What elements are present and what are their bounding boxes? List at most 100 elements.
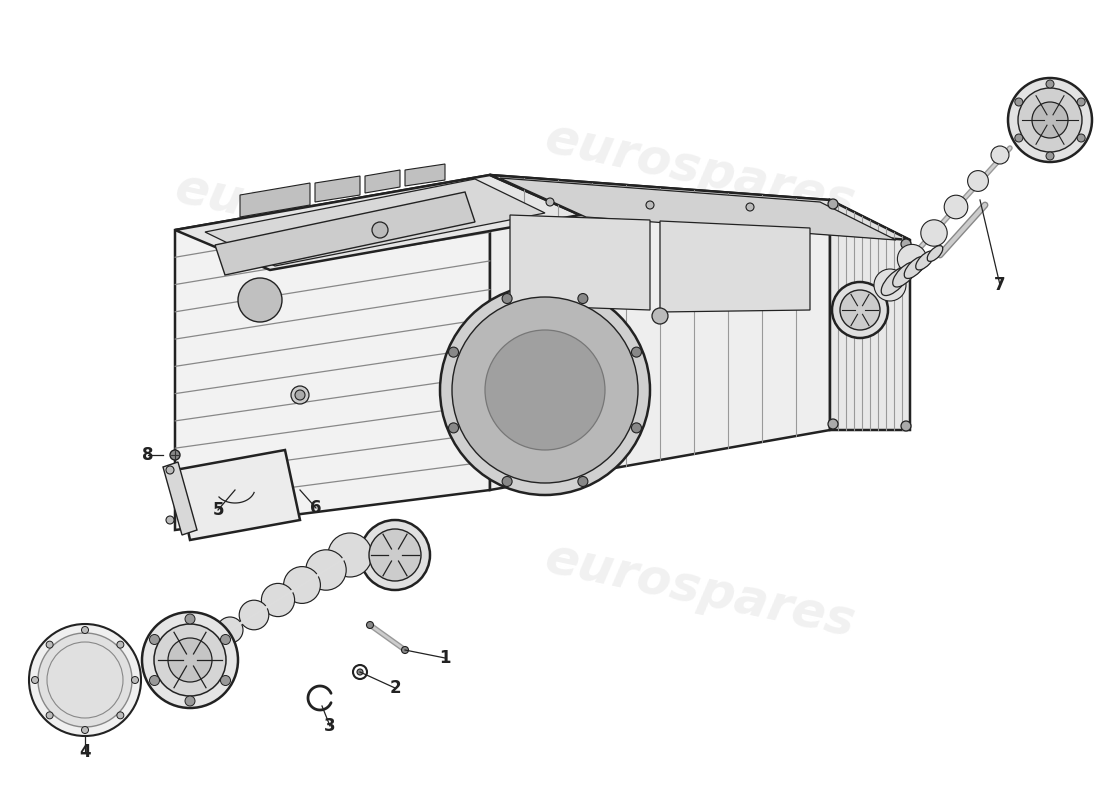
Circle shape [968,170,989,191]
Circle shape [1077,98,1086,106]
Polygon shape [240,183,310,217]
Circle shape [81,726,88,734]
Polygon shape [500,178,896,240]
Circle shape [29,624,141,736]
Circle shape [840,290,880,330]
Circle shape [578,294,587,303]
Ellipse shape [915,251,934,270]
Circle shape [372,222,388,238]
Circle shape [150,634,160,645]
Polygon shape [175,450,300,540]
Circle shape [546,198,554,206]
Circle shape [921,220,947,246]
Circle shape [1046,152,1054,160]
Circle shape [631,347,641,357]
Circle shape [874,269,906,301]
Ellipse shape [881,267,909,295]
Circle shape [449,347,459,357]
Text: 2: 2 [389,679,400,697]
Circle shape [220,675,231,686]
Circle shape [652,308,668,324]
Circle shape [1018,88,1082,152]
Circle shape [238,278,282,322]
Circle shape [295,390,305,400]
Polygon shape [830,200,910,430]
Circle shape [239,600,268,630]
Circle shape [1015,98,1023,106]
Circle shape [32,677,39,683]
Circle shape [185,696,195,706]
Polygon shape [490,175,910,240]
Circle shape [284,566,320,603]
Circle shape [452,297,638,483]
Circle shape [328,533,372,577]
Text: 8: 8 [142,446,154,464]
Circle shape [366,622,374,629]
Circle shape [132,677,139,683]
Circle shape [306,550,346,590]
Circle shape [631,423,641,433]
Circle shape [154,624,226,696]
Circle shape [578,477,587,486]
Ellipse shape [927,246,943,262]
Circle shape [502,477,513,486]
Polygon shape [660,221,810,312]
Circle shape [1077,134,1086,142]
Text: 5: 5 [212,501,223,519]
Polygon shape [214,192,475,275]
Circle shape [168,638,212,682]
Circle shape [646,201,654,209]
Circle shape [150,675,160,686]
Circle shape [828,199,838,209]
Circle shape [39,633,132,727]
Circle shape [898,245,926,274]
Polygon shape [315,176,360,202]
Circle shape [217,617,243,643]
Circle shape [1008,78,1092,162]
Text: 1: 1 [439,649,451,667]
Text: eurospares: eurospares [540,114,859,226]
Circle shape [46,641,53,648]
Polygon shape [175,175,580,270]
Circle shape [142,612,238,708]
Text: eurospares: eurospares [170,164,490,276]
Circle shape [360,520,430,590]
Ellipse shape [904,257,926,278]
Text: 3: 3 [324,717,336,735]
Circle shape [440,285,650,495]
Circle shape [901,239,911,249]
Text: 4: 4 [79,743,91,761]
Circle shape [944,195,968,218]
Circle shape [170,450,180,460]
Circle shape [358,669,363,675]
Circle shape [262,583,295,617]
Circle shape [368,529,421,581]
Circle shape [220,634,231,645]
Text: 6: 6 [310,499,321,517]
Text: 7: 7 [994,276,1005,294]
Polygon shape [510,215,650,310]
Circle shape [117,712,124,719]
Circle shape [292,386,309,404]
Polygon shape [175,175,490,530]
Circle shape [485,330,605,450]
Polygon shape [205,179,544,266]
Polygon shape [405,164,446,186]
Circle shape [1015,134,1023,142]
Circle shape [828,419,838,429]
Circle shape [901,421,911,431]
Circle shape [81,626,88,634]
Polygon shape [163,462,197,535]
Circle shape [46,712,53,719]
Circle shape [1032,102,1068,138]
Circle shape [449,423,459,433]
Circle shape [746,203,754,211]
Circle shape [832,282,888,338]
Circle shape [991,146,1009,164]
Ellipse shape [893,262,917,287]
Polygon shape [490,175,830,490]
Text: eurospares: eurospares [540,534,859,646]
Circle shape [185,614,195,624]
Circle shape [402,646,408,654]
Circle shape [502,294,513,303]
